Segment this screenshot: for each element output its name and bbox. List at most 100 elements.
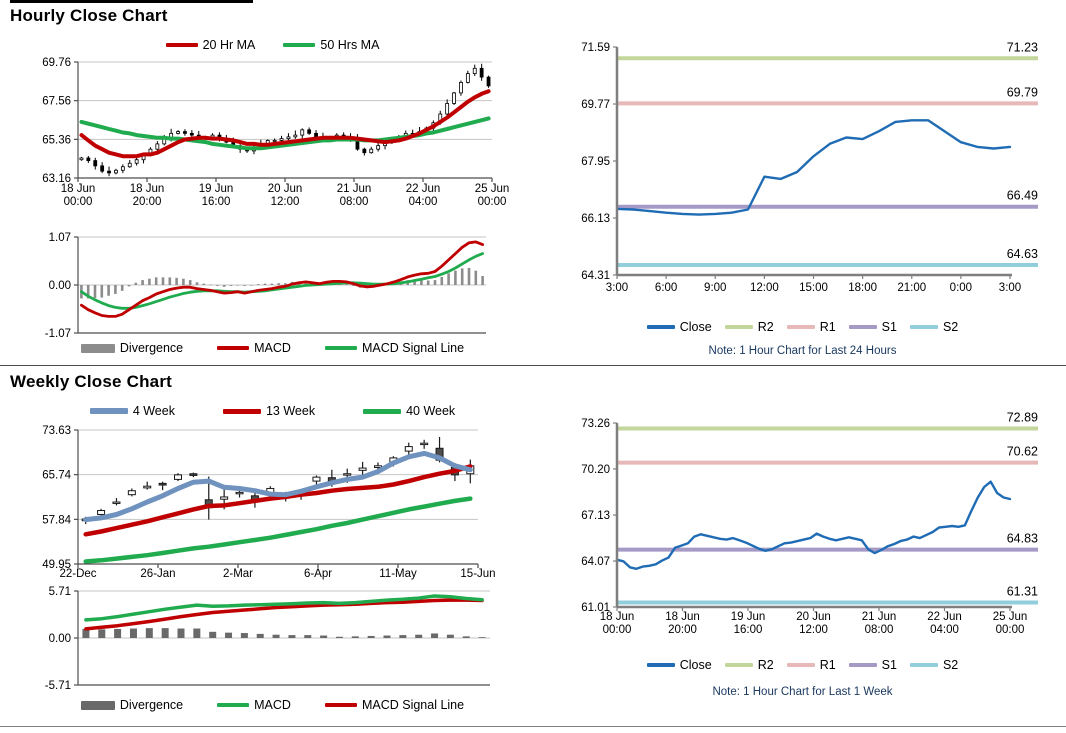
legend-label-s2-weekly: S2 [942, 658, 959, 672]
legend-item-13week: 13 Week [222, 404, 315, 418]
series-13-week [83, 464, 473, 537]
weekly-macd-legend: Divergence MACD MACD Signal Line [20, 698, 525, 712]
svg-text:00:00: 00:00 [996, 624, 1025, 636]
gridlines [78, 61, 492, 179]
r1-weekly-swatch [786, 663, 815, 667]
svg-text:18:00: 18:00 [848, 282, 877, 294]
svg-text:64.31: 64.31 [581, 270, 610, 282]
weekly-pivot-chart-svg: 72.89 70.62 64.83 61.31 73.26 70.20 67.13 64.07… [581, 411, 1038, 636]
series-4-week [83, 450, 473, 523]
legend-item-4week: 4 Week [89, 404, 175, 418]
legend-label-40week: 40 Week [406, 404, 456, 418]
svg-text:15:00: 15:00 [799, 282, 828, 294]
series-macd [80, 240, 485, 318]
plot-area: 72.89 70.62 64.83 61.31 [615, 411, 1038, 605]
svg-text:18 Jun: 18 Jun [61, 183, 96, 195]
legend-label-s1-weekly: S1 [881, 658, 897, 672]
svg-text:12:00: 12:00 [750, 282, 779, 294]
s2-swatch [909, 325, 938, 329]
svg-text:64.83: 64.83 [1007, 532, 1038, 546]
legend-item-r2-weekly: R2 [724, 658, 774, 672]
svg-text:21 Jun: 21 Jun [862, 611, 897, 623]
svg-text:00:00: 00:00 [64, 196, 93, 208]
series-macd-signal-line [80, 252, 485, 310]
svg-text:19 Jun: 19 Jun [199, 183, 234, 195]
pivot-levels: 72.89 70.62 64.83 61.31 [617, 411, 1038, 605]
macd-weekly-swatch [217, 703, 250, 707]
svg-text:71.23: 71.23 [1007, 40, 1038, 54]
bottom-rule [0, 726, 1066, 727]
plot-area [79, 63, 491, 177]
macd-signal-swatch [324, 346, 357, 350]
svg-text:67.56: 67.56 [42, 96, 71, 108]
r1-swatch [786, 325, 815, 329]
svg-text:18 Jun: 18 Jun [665, 611, 700, 623]
weekly-pivot-note: Note: 1 Hour Chart for Last 1 Week [712, 686, 893, 698]
svg-text:22-Dec: 22-Dec [59, 568, 96, 580]
plot-area [81, 436, 475, 564]
svg-text:65.36: 65.36 [42, 134, 71, 146]
svg-text:19 Jun: 19 Jun [731, 611, 766, 623]
hourly-pivot-legend: Close R2 R1 S1 S2 [545, 320, 1060, 334]
legend-label-r1: R1 [819, 320, 836, 334]
legend-label-r1-weekly: R1 [819, 658, 836, 672]
legend-item-r1: R1 [786, 320, 836, 334]
legend-item-s1-weekly: S1 [848, 658, 897, 672]
svg-text:26-Jan: 26-Jan [140, 568, 175, 580]
svg-text:61.31: 61.31 [1007, 584, 1038, 598]
svg-text:61.01: 61.01 [581, 602, 610, 614]
legend-label-20hr-ma: 20 Hr MA [202, 38, 256, 52]
divergence-weekly-swatch [80, 700, 115, 710]
svg-text:72.89: 72.89 [1007, 411, 1038, 425]
plot-area [82, 594, 486, 638]
svg-text:1.07: 1.07 [49, 232, 71, 244]
svg-text:20:00: 20:00 [668, 624, 697, 636]
weekly-price-chart: 73.63 65.74 57.84 49.95 22-Dec 26-Jan 2-Mar 6-A… [20, 424, 525, 597]
weekly-price-legend: 4 Week 13 Week 40 Week [20, 404, 525, 418]
hourly-pivot-note: Note: 1 Hour Chart for Last 24 Hours [708, 345, 897, 357]
svg-text:18 Jun: 18 Jun [600, 611, 635, 623]
legend-label-divergence-weekly: Divergence [119, 698, 184, 712]
svg-text:73.63: 73.63 [42, 425, 71, 437]
legend-item-divergence: Divergence [80, 341, 184, 355]
svg-text:08:00: 08:00 [865, 624, 894, 636]
svg-text:63.16: 63.16 [42, 173, 71, 185]
svg-text:66.13: 66.13 [581, 213, 610, 225]
close-weekly-swatch [646, 663, 675, 667]
svg-text:21:00: 21:00 [897, 282, 926, 294]
svg-text:25 Jun: 25 Jun [475, 183, 510, 195]
svg-text:20 Jun: 20 Jun [796, 611, 831, 623]
hourly-section-title: Hourly Close Chart [10, 6, 168, 25]
divergence-swatch [80, 343, 115, 353]
50hr-ma-swatch [283, 43, 316, 47]
legend-label-close: Close [679, 320, 712, 334]
svg-text:-1.07: -1.07 [45, 328, 71, 340]
legend-item-r2: R2 [724, 320, 774, 334]
40week-swatch [363, 408, 402, 414]
plot-area: 71.23 69.79 66.49 64.63 [615, 40, 1038, 267]
svg-text:64.63: 64.63 [1007, 247, 1038, 261]
legend-label-divergence: Divergence [119, 341, 184, 355]
svg-text:65.74: 65.74 [42, 470, 71, 482]
legend-label-close-weekly: Close [679, 658, 712, 672]
svg-text:04:00: 04:00 [930, 624, 959, 636]
legend-item-macd: MACD [217, 341, 291, 355]
close-swatch [646, 325, 675, 329]
svg-text:0.00: 0.00 [49, 633, 71, 645]
20hr-ma-swatch [165, 43, 198, 47]
hourly-pivot-chart: 71.23 69.79 66.49 64.63 71.59 69.77 67.95 66.13… [545, 38, 1060, 338]
hourly-price-chart: 69.76 67.56 65.36 63.16 18 Jun 00:00 18 Jun 20:… [20, 56, 525, 233]
s2-weekly-swatch [909, 663, 938, 667]
weekly-section-title: Weekly Close Chart [10, 372, 173, 391]
legend-item-divergence-weekly: Divergence [80, 698, 184, 712]
legend-label-macd: MACD [254, 341, 291, 355]
svg-text:00:00: 00:00 [603, 624, 632, 636]
s1-swatch [848, 325, 877, 329]
svg-text:5.71: 5.71 [49, 586, 71, 598]
svg-text:70.20: 70.20 [581, 464, 610, 476]
svg-text:25 Jun: 25 Jun [993, 611, 1028, 623]
close-line [615, 119, 1012, 216]
13week-swatch [222, 408, 261, 414]
